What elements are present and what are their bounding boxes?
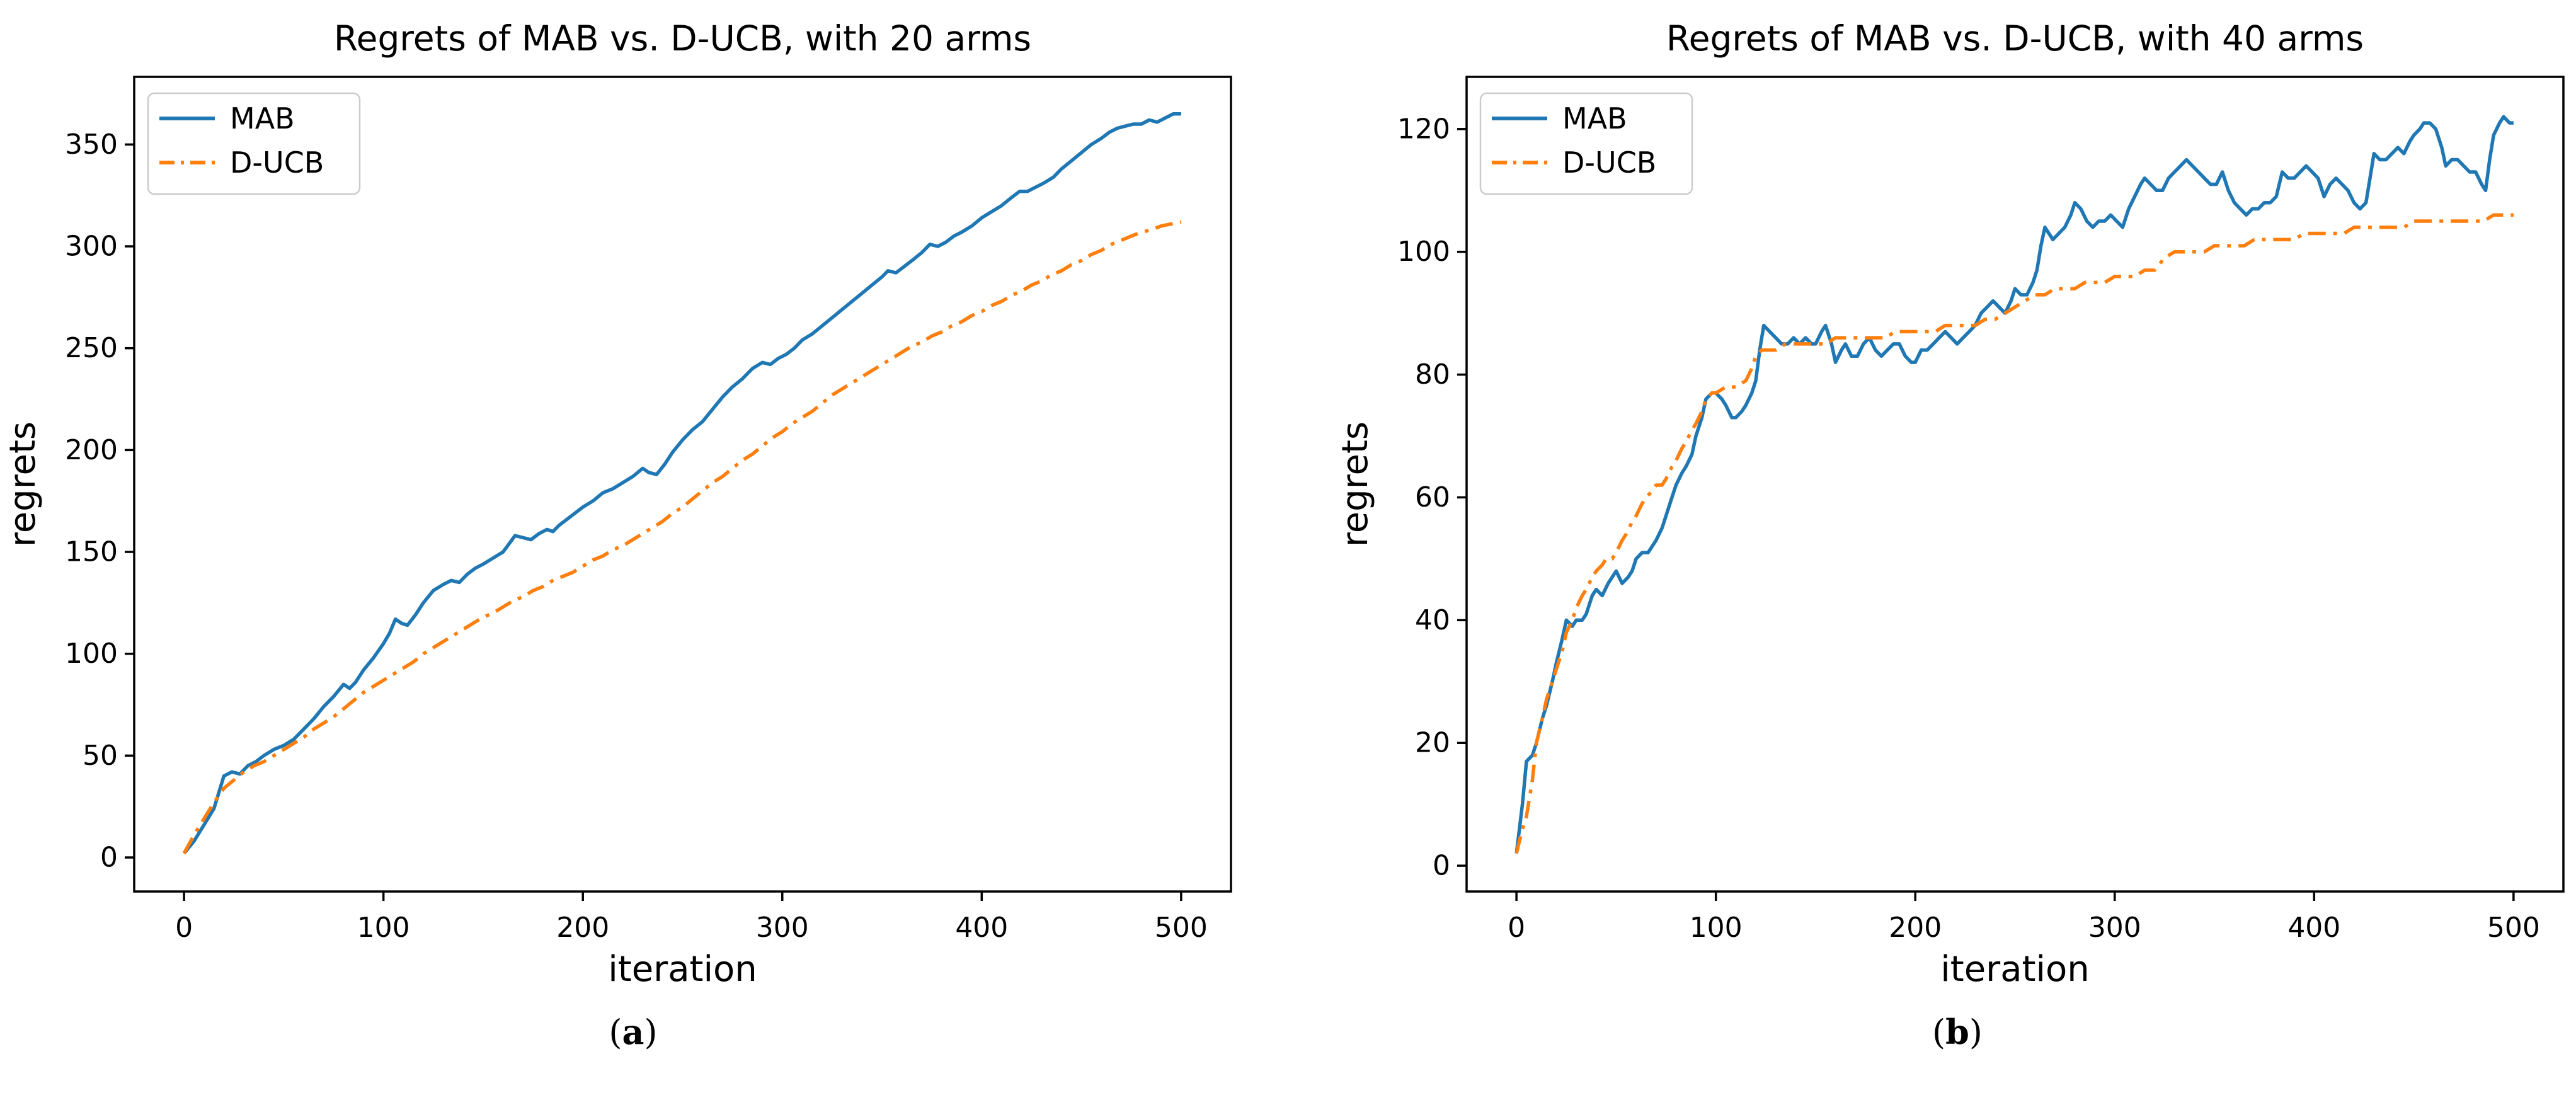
panel-a: 0 100 200 300 400 500 0 50 100 150 200 250 300 350 Reg… — [3, 18, 1232, 990]
caption-letter: b — [1945, 1012, 1969, 1052]
legend-label-d-ucb: D-UCB — [1562, 146, 1656, 180]
x-tick-label: 300 — [2088, 912, 2141, 944]
x-tick-label: 0 — [175, 912, 193, 944]
legend: MAB D-UCB — [1479, 92, 1693, 195]
series-line-d-ucb — [1514, 213, 2514, 854]
x-tick-label: 100 — [1690, 912, 1743, 944]
y-tick-label: 120 — [1397, 113, 1450, 145]
legend-label-mab: MAB — [1562, 101, 1627, 135]
y-axis-label: regrets — [3, 421, 43, 547]
legend: MAB D-UCB — [147, 92, 361, 195]
x-tick-label: 500 — [2487, 912, 2540, 944]
caption-letter: a — [622, 1012, 644, 1052]
caption-open-paren: ( — [609, 1012, 622, 1052]
legend-label-mab: MAB — [230, 101, 295, 135]
y-tick-label: 80 — [1415, 358, 1450, 391]
x-tick-label: 400 — [955, 912, 1008, 944]
y-tick-label: 0 — [1433, 850, 1450, 882]
y-tick-label: 40 — [1415, 604, 1450, 636]
chart-title: Regrets of MAB vs. D-UCB, with 20 arms — [334, 18, 1031, 59]
y-tick-label: 300 — [65, 231, 118, 263]
chart-title: Regrets of MAB vs. D-UCB, with 40 arms — [1666, 18, 2364, 59]
caption-open-paren: ( — [1932, 1012, 1946, 1052]
x-tick-label: 400 — [2287, 912, 2340, 944]
panel-b: 0 100 200 300 400 500 0 20 40 60 80 100 120 Regrets o… — [1335, 18, 2565, 990]
x-tick-label: 200 — [1889, 912, 1942, 944]
x-tick-label: 0 — [1508, 912, 1525, 944]
subfigure-caption-b: (b) — [1932, 1012, 1983, 1052]
x-tick-label: 100 — [357, 912, 410, 944]
x-tick-label: 500 — [1155, 912, 1208, 944]
series-line-d-ucb — [182, 220, 1182, 854]
y-tick-label: 100 — [1397, 236, 1450, 268]
plot-border — [133, 76, 1232, 893]
legend-label-d-ucb: D-UCB — [230, 146, 324, 180]
y-tick-label: 150 — [65, 536, 118, 568]
plot-border — [1465, 76, 2565, 893]
y-tick-label: 250 — [65, 332, 118, 364]
y-tick-label: 60 — [1415, 481, 1450, 513]
subfigure-caption-a: (a) — [609, 1012, 657, 1052]
y-tick-label: 0 — [100, 842, 118, 874]
x-axis-label: iteration — [608, 949, 757, 990]
series-line-mab — [182, 112, 1181, 855]
x-axis-label: iteration — [1940, 949, 2090, 990]
x-tick-label: 300 — [756, 912, 809, 944]
y-tick-label: 200 — [65, 434, 118, 466]
y-tick-label: 50 — [83, 740, 118, 772]
y-tick-label: 100 — [65, 638, 118, 670]
y-tick-label: 350 — [65, 129, 118, 161]
caption-close-paren: ) — [644, 1012, 658, 1052]
y-tick-label: 20 — [1415, 727, 1450, 759]
x-tick-label: 200 — [556, 912, 609, 944]
series-line-mab — [1514, 115, 2514, 854]
caption-close-paren: ) — [1969, 1012, 1983, 1052]
y-axis-label: regrets — [1335, 421, 1376, 547]
